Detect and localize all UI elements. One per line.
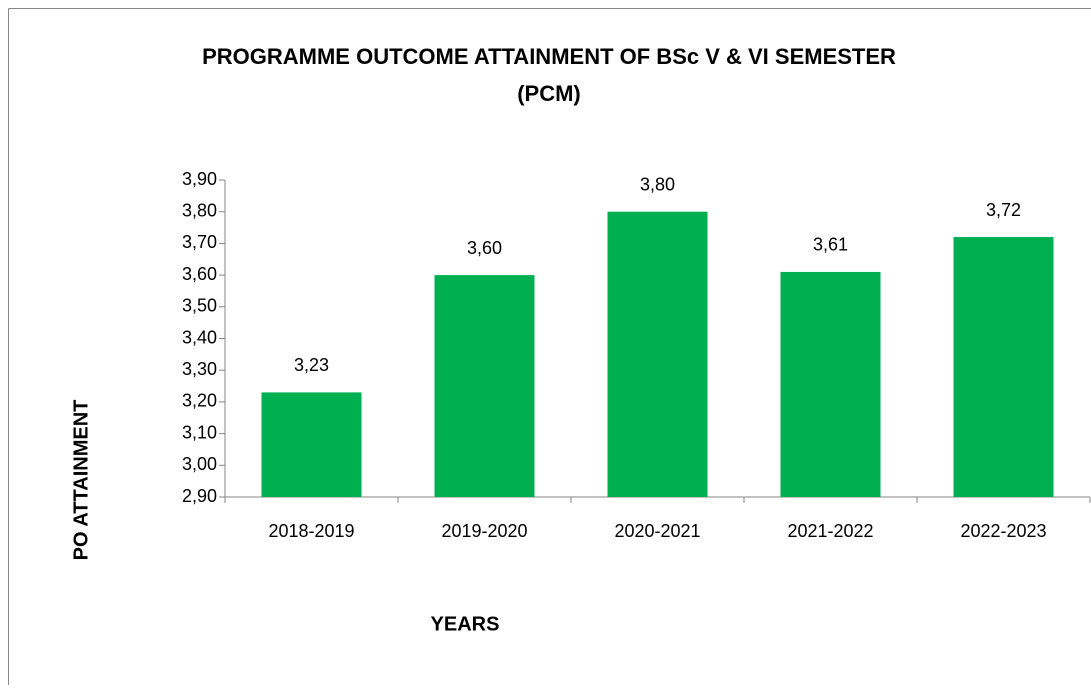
y-tick-label: 3,60 bbox=[182, 264, 217, 284]
y-tick-label: 3,30 bbox=[182, 359, 217, 379]
chart-title: PROGRAMME OUTCOME ATTAINMENT OF BSc V & … bbox=[202, 44, 896, 69]
x-tick-label: 2021-2022 bbox=[787, 521, 873, 541]
y-tick-label: 3,50 bbox=[182, 296, 217, 316]
data-label: 3,23 bbox=[294, 355, 329, 375]
bar bbox=[780, 271, 881, 497]
chart-title: (PCM) bbox=[517, 81, 581, 106]
y-tick-label: 3,70 bbox=[182, 232, 217, 252]
y-tick-label: 3,20 bbox=[182, 391, 217, 411]
bar bbox=[434, 275, 535, 497]
y-tick-label: 3,00 bbox=[182, 454, 217, 474]
data-label: 3,72 bbox=[986, 200, 1021, 220]
x-tick-label: 2022-2023 bbox=[960, 521, 1046, 541]
y-tick-label: 3,90 bbox=[182, 169, 217, 189]
x-tick-label: 2020-2021 bbox=[614, 521, 700, 541]
y-tick-label: 3,40 bbox=[182, 327, 217, 347]
x-tick-label: 2019-2020 bbox=[441, 521, 527, 541]
bar bbox=[953, 237, 1054, 497]
data-label: 3,61 bbox=[813, 235, 848, 255]
bar bbox=[261, 392, 362, 497]
x-axis-label: YEARS bbox=[431, 613, 500, 635]
y-tick-label: 2,90 bbox=[182, 486, 217, 506]
x-tick-label: 2018-2019 bbox=[268, 521, 354, 541]
data-label: 3,80 bbox=[640, 174, 675, 194]
y-tick-label: 3,10 bbox=[182, 422, 217, 442]
y-tick-label: 3,80 bbox=[182, 200, 217, 220]
data-label: 3,60 bbox=[467, 238, 502, 258]
bar bbox=[607, 211, 708, 497]
y-axis-label: PO ATTAINMENT bbox=[70, 400, 92, 561]
